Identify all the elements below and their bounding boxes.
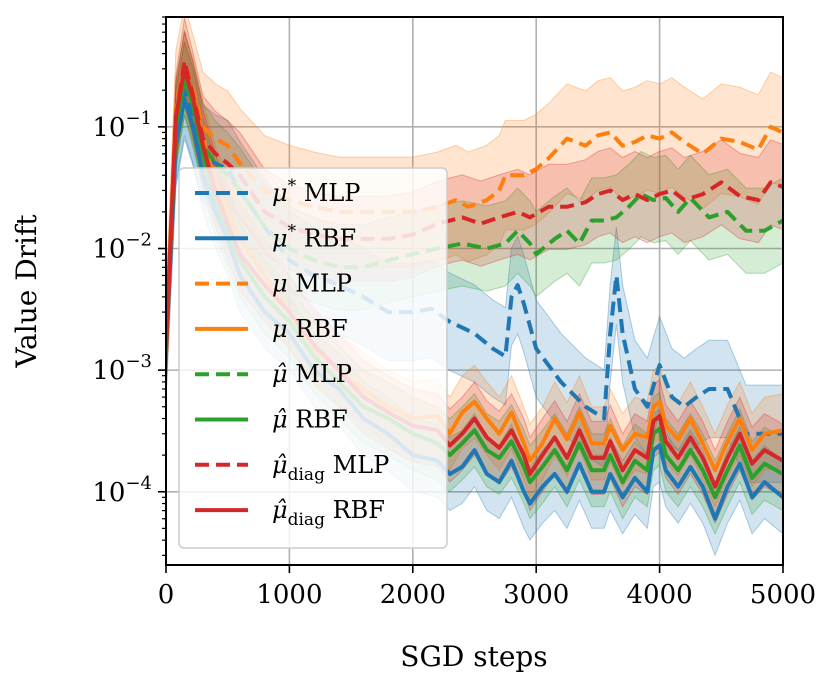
y-tick-label: 10−2 [92, 229, 152, 264]
legend-entry: μ RBF [272, 315, 348, 343]
legend-entry: μ MLP [272, 270, 352, 298]
y-tick-label: 10−1 [92, 108, 152, 143]
legend-entry: μ* MLP [272, 176, 360, 207]
y-tick-label: 10−4 [92, 473, 152, 508]
legend-entry: μ̂ MLP [272, 360, 352, 388]
y-axis-label: Value Drift [10, 214, 43, 369]
x-tick-label: 3000 [503, 580, 569, 610]
x-tick-label: 2000 [380, 580, 446, 610]
series-line [166, 88, 783, 436]
legend-entry: μ̂diag RBF [272, 496, 385, 530]
x-tick-label: 4000 [627, 580, 693, 610]
axis-ticks: 0 1000 2000 3000 4000 5000 10−4 10−3 10−2 10−1 [92, 16, 816, 610]
x-tick-label: 5000 [750, 580, 816, 610]
x-tick-label: 0 [158, 580, 175, 610]
legend: μ* MLP μ* RBF μ MLP μ RBF μ̂ MLP μ̂ RBF μ̂diag… [178, 167, 448, 549]
x-tick-label: 1000 [256, 580, 322, 610]
series-line [166, 58, 783, 349]
plot-frame [165, 16, 784, 566]
legend-entry: μ̂ RBF [272, 406, 348, 434]
legend-entry: μ̂diag MLP [272, 451, 389, 485]
y-tick-label: 10−3 [92, 351, 152, 386]
legend-entry: μ* RBF [272, 221, 356, 252]
x-axis-label: SGD steps [400, 640, 547, 673]
legend-box [178, 167, 448, 549]
series-line [166, 58, 783, 349]
